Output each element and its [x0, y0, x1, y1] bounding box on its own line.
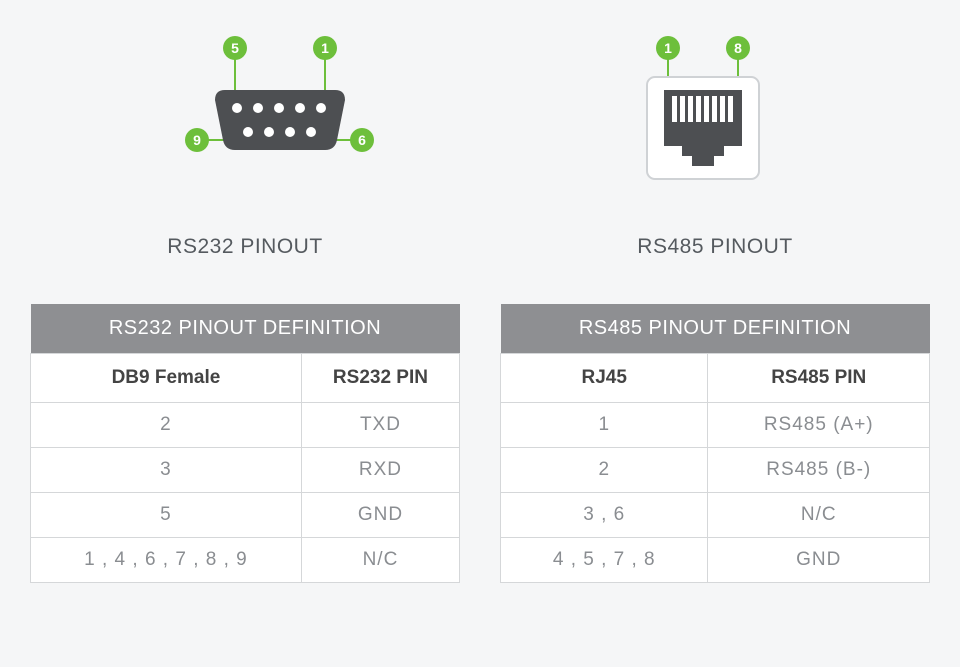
pin-badge-1: 1	[313, 36, 337, 60]
table-row: 2RS485 (B-)	[501, 448, 930, 493]
rs232-table-title: RS232 PINOUT DEFINITION	[31, 304, 460, 354]
rs485-col-2: RS485 PIN	[708, 354, 930, 403]
pin-badge-6: 6	[350, 128, 374, 152]
rs485-table: RS485 PINOUT DEFINITION RJ45 RS485 PIN 1…	[500, 304, 930, 583]
pin-badge-1r: 1	[656, 36, 680, 60]
table-row: 4 , 5 , 7 , 8GND	[501, 538, 930, 583]
db9-connector-icon	[215, 90, 345, 168]
pin-badge-5: 5	[223, 36, 247, 60]
rs232-column: 5 1 9 6	[30, 20, 460, 583]
rs485-table-title: RS485 PINOUT DEFINITION	[501, 304, 930, 354]
pin-badge-8r: 8	[726, 36, 750, 60]
rs485-column: 1 8 RS485 PINOUT	[500, 20, 930, 583]
rj45-connector-icon	[646, 76, 760, 180]
pin-badge-9: 9	[185, 128, 209, 152]
rs232-caption: RS232 PINOUT	[167, 235, 322, 259]
rs485-col-1: RJ45	[501, 354, 708, 403]
rs485-caption: RS485 PINOUT	[637, 235, 792, 259]
table-row: 1 , 4 , 6 , 7 , 8 , 9N/C	[31, 538, 460, 583]
table-row: 5GND	[31, 493, 460, 538]
rs232-col-1: DB9 Female	[31, 354, 302, 403]
rs232-col-2: RS232 PIN	[301, 354, 459, 403]
table-row: 1RS485 (A+)	[501, 403, 930, 448]
table-row: 3RXD	[31, 448, 460, 493]
table-row: 2TXD	[31, 403, 460, 448]
table-row: 3 , 6N/C	[501, 493, 930, 538]
rs232-diagram: 5 1 9 6	[30, 20, 460, 205]
rs485-diagram: 1 8	[500, 20, 930, 205]
rs232-table: RS232 PINOUT DEFINITION DB9 Female RS232…	[30, 304, 460, 583]
